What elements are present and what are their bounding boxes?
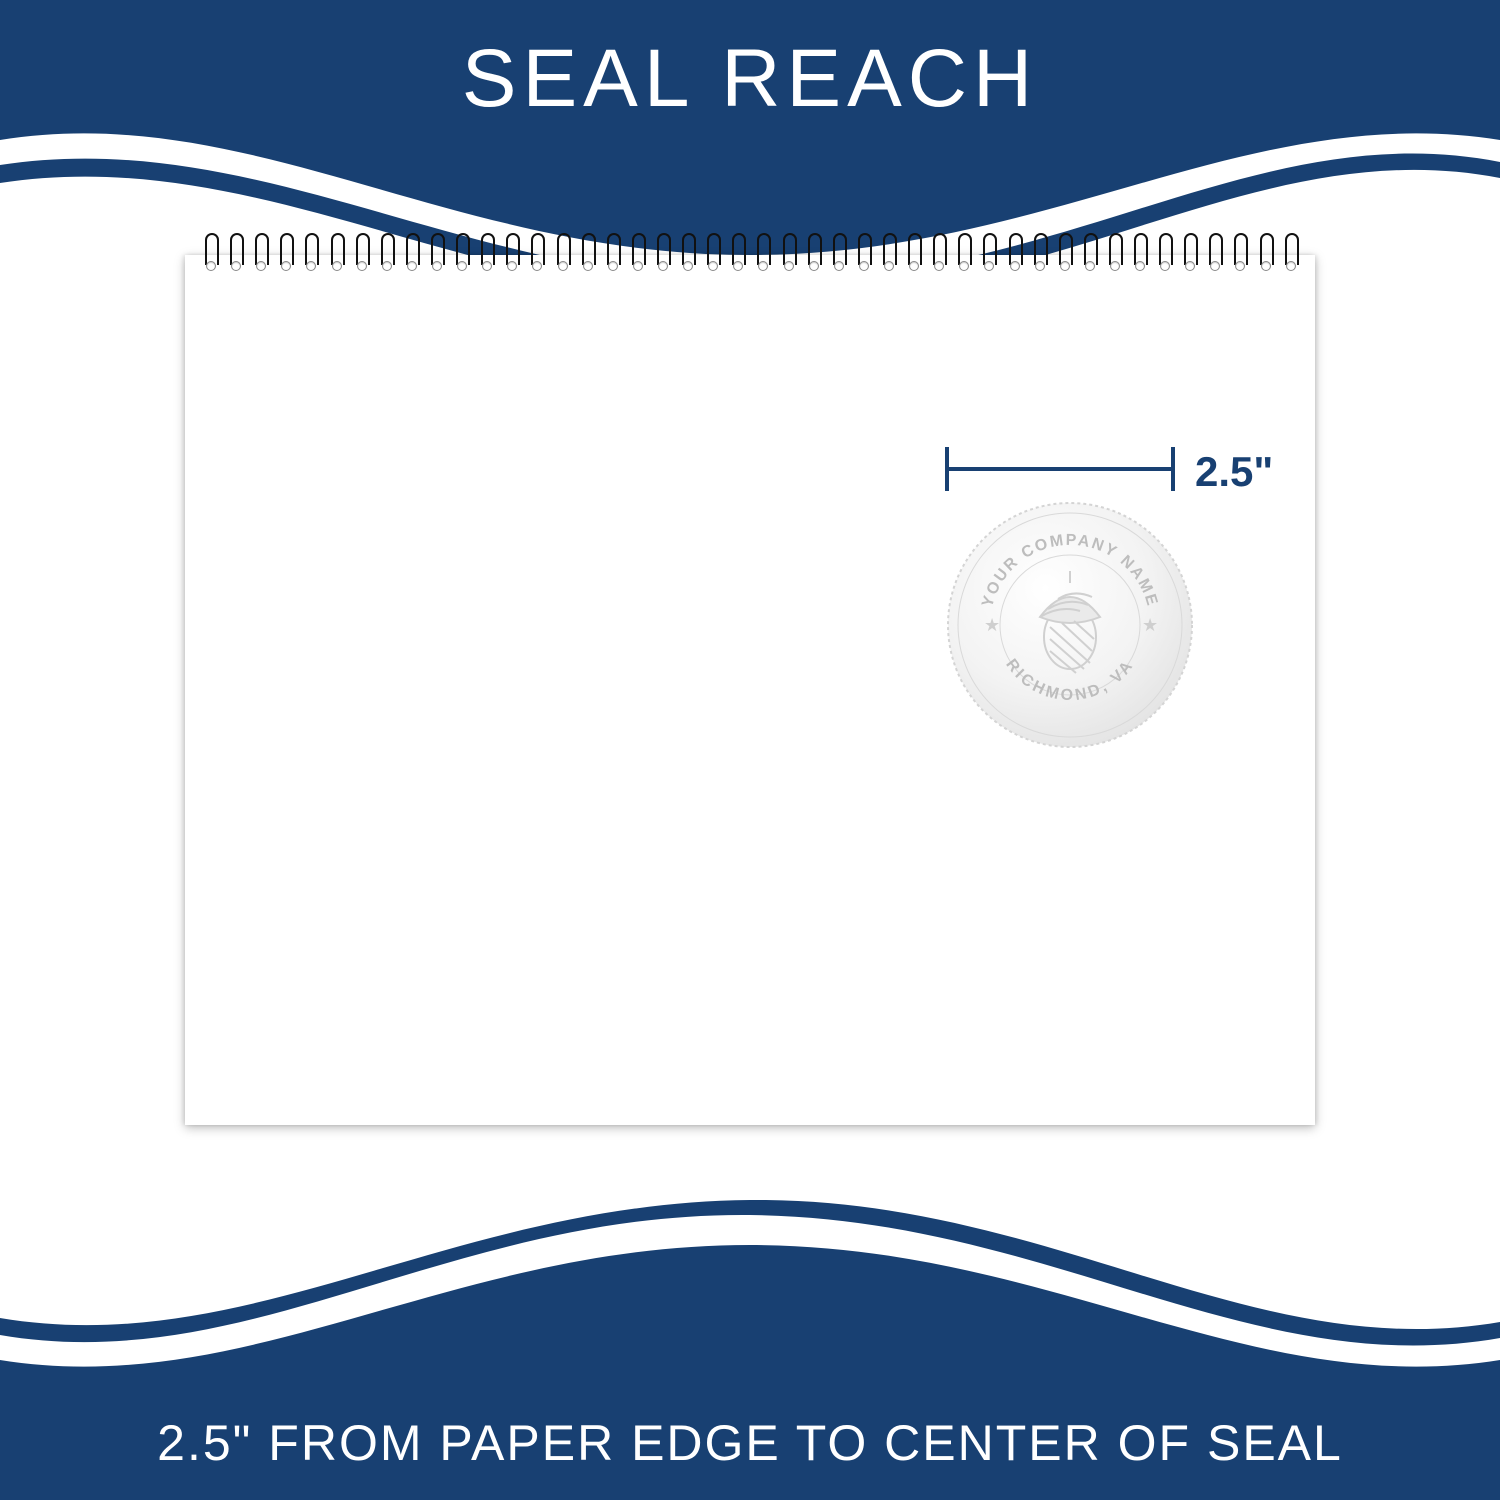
binding-ring	[1283, 233, 1297, 277]
binding-ring	[605, 233, 619, 277]
page-title: SEAL REACH	[0, 32, 1500, 126]
binding-ring	[781, 233, 795, 277]
binding-ring	[1057, 233, 1071, 277]
binding-ring	[981, 233, 995, 277]
measure-line	[945, 467, 1175, 471]
binding-ring	[931, 233, 945, 277]
binding-ring	[881, 233, 895, 277]
binding-ring	[404, 233, 418, 277]
binding-ring	[203, 233, 217, 277]
binding-ring	[1032, 233, 1046, 277]
binding-ring	[1258, 233, 1272, 277]
binding-ring	[1232, 233, 1246, 277]
binding-ring	[354, 233, 368, 277]
embossed-seal: YOUR COMPANY NAME RICHMOND, VA ★ ★	[940, 495, 1200, 755]
binding-ring	[956, 233, 970, 277]
binding-ring	[856, 233, 870, 277]
binding-ring	[630, 233, 644, 277]
measurement-indicator: 2.5"	[945, 443, 1315, 495]
binding-ring	[655, 233, 669, 277]
binding-ring	[1107, 233, 1121, 277]
binding-ring	[253, 233, 267, 277]
binding-ring	[580, 233, 594, 277]
measure-tick-right	[1171, 447, 1175, 491]
measure-label: 2.5"	[1195, 448, 1273, 496]
binding-ring	[504, 233, 518, 277]
binding-ring	[755, 233, 769, 277]
binding-ring	[705, 233, 719, 277]
binding-ring	[730, 233, 744, 277]
binding-ring	[479, 233, 493, 277]
binding-ring	[1157, 233, 1171, 277]
notepad: 2.5" YOUR COMPANY NAME RICHMON	[185, 255, 1315, 1125]
binding-ring	[529, 233, 543, 277]
binding-ring	[1182, 233, 1196, 277]
page-subtitle: 2.5" FROM PAPER EDGE TO CENTER OF SEAL	[0, 1414, 1500, 1472]
binding-ring	[429, 233, 443, 277]
binding-ring	[1007, 233, 1021, 277]
binding-ring	[379, 233, 393, 277]
binding-ring	[228, 233, 242, 277]
binding-ring	[680, 233, 694, 277]
binding-ring	[806, 233, 820, 277]
binding-ring	[555, 233, 569, 277]
binding-ring	[1132, 233, 1146, 277]
binding-ring	[1082, 233, 1096, 277]
binding-ring	[278, 233, 292, 277]
binding-ring	[329, 233, 343, 277]
binding-ring	[303, 233, 317, 277]
svg-text:★: ★	[1142, 615, 1158, 635]
binding-ring	[1207, 233, 1221, 277]
spiral-binding	[203, 233, 1297, 277]
binding-ring	[906, 233, 920, 277]
svg-text:★: ★	[984, 615, 1000, 635]
binding-ring	[454, 233, 468, 277]
binding-ring	[831, 233, 845, 277]
